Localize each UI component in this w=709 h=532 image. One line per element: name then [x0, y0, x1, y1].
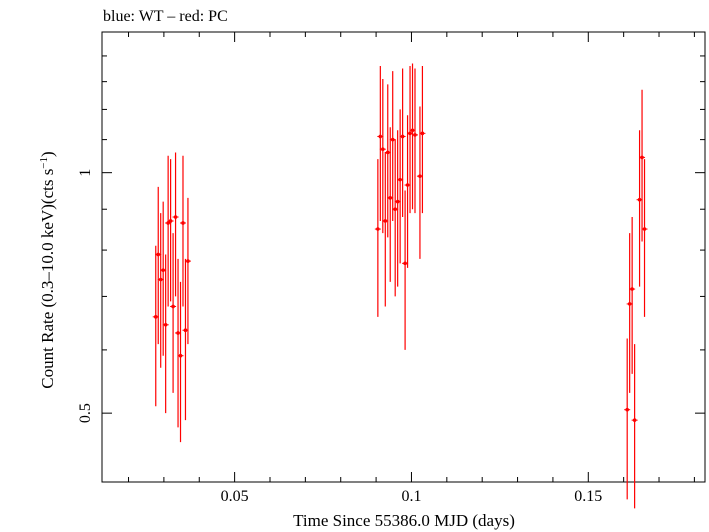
- data-point: [625, 407, 629, 412]
- data-point: [166, 221, 170, 225]
- data-point: [408, 131, 412, 136]
- data-point: [398, 177, 402, 182]
- data-point: [161, 268, 165, 272]
- data-point: [158, 277, 163, 282]
- data-point: [393, 207, 397, 212]
- data-point: [418, 174, 422, 178]
- data-point: [153, 315, 158, 319]
- plot-frame: [101, 31, 706, 483]
- data-point: [390, 137, 395, 142]
- y-axis-label: Count Rate (0.3–10.0 keV)(cts s−1): [38, 151, 57, 388]
- data-point: [181, 221, 185, 225]
- data-point: [171, 304, 175, 309]
- x-tick-label: 0.1: [401, 488, 421, 505]
- data-point: [632, 418, 637, 422]
- data-point: [173, 215, 178, 219]
- data-point: [410, 128, 415, 133]
- y-axis-label-main: Count Rate (0.3–10.0 keV)(cts s: [38, 169, 57, 389]
- data-point: [630, 287, 634, 291]
- x-tick-label: 0.05: [221, 488, 249, 505]
- data-point: [403, 261, 407, 266]
- data-point: [400, 134, 405, 139]
- data-point: [627, 302, 632, 306]
- y-axis-label-close: ): [38, 151, 57, 157]
- data-point: [381, 147, 385, 151]
- x-axis-label: Time Since 55386.0 MJD (days): [293, 511, 515, 530]
- plot-area: 0.05 0.1 0.15 0.5 1: [77, 31, 706, 509]
- data-point: [642, 227, 647, 231]
- data-point: [413, 133, 417, 137]
- data-point: [156, 252, 161, 257]
- data-point: [178, 353, 183, 358]
- data-point: [376, 227, 380, 231]
- data-point: [183, 328, 188, 333]
- data-point: [395, 199, 400, 204]
- data-point: [420, 131, 425, 136]
- data-point: [637, 197, 642, 202]
- y-axis-label-superscript: −1: [38, 157, 50, 169]
- data-point: [385, 150, 390, 155]
- data-point: [640, 155, 644, 160]
- data-point: [405, 183, 410, 187]
- data-point: [383, 219, 388, 223]
- x-tick-label: 0.15: [574, 488, 602, 505]
- chart-title: blue: WT – red: PC: [103, 8, 228, 25]
- data-point: [378, 134, 383, 139]
- y-tick-label: 1: [77, 169, 94, 177]
- data-point: [176, 331, 180, 335]
- data-point: [163, 323, 168, 327]
- y-tick-label: 0.5: [77, 403, 94, 423]
- data-point: [388, 196, 393, 200]
- data-point: [168, 219, 173, 223]
- data-point: [186, 259, 190, 263]
